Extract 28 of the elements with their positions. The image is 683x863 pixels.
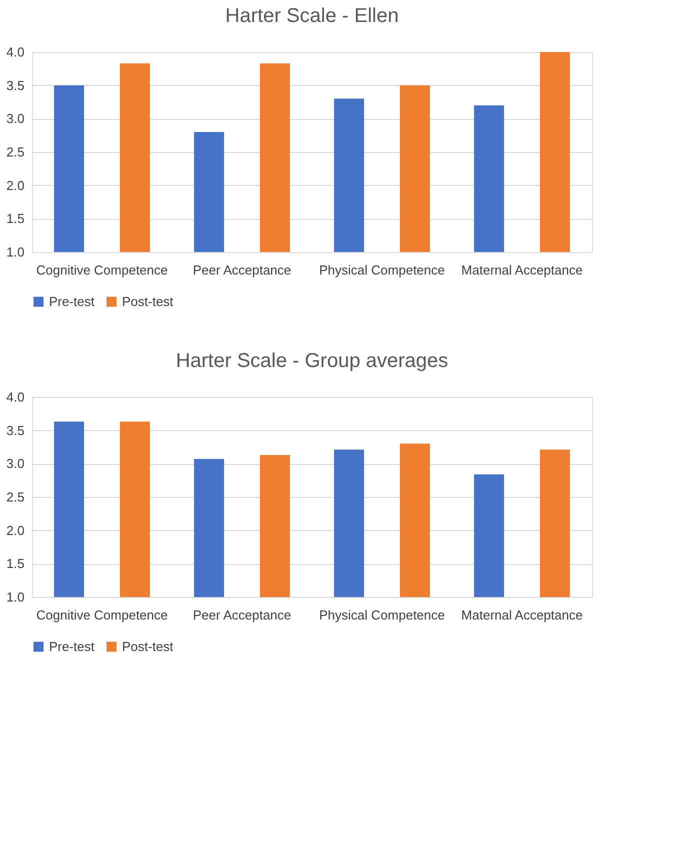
y-tick-label: 4.0 xyxy=(6,390,24,404)
y-tick-label: 3.5 xyxy=(6,78,24,93)
x-tick-label: Peer Acceptance xyxy=(192,262,292,278)
y-tick-label: 4.0 xyxy=(6,44,24,60)
y-tick-label: 1.0 xyxy=(6,590,24,604)
legend-label: Pre-test xyxy=(49,294,95,309)
chart-title: Harter Scale - Ellen xyxy=(225,5,399,27)
y-tick-label: 3.5 xyxy=(6,422,24,438)
x-tick-label: Maternal Acceptance xyxy=(461,608,583,622)
y-tick-label: 2.5 xyxy=(6,144,24,160)
y-tick-label: 3.0 xyxy=(6,111,24,126)
x-tick-label: Physical Competence xyxy=(319,608,445,622)
legend-label: Post-test xyxy=(122,294,174,309)
x-tick-label: Cognitive Competence xyxy=(36,608,168,622)
y-tick-label: 2.0 xyxy=(6,178,24,193)
x-tick-label: Peer Acceptance xyxy=(192,608,292,622)
y-tick-label: 2.0 xyxy=(6,522,24,538)
chart-title: Harter Scale - Group averages xyxy=(176,350,448,372)
legend-label: Post-test xyxy=(122,638,174,654)
y-tick-label: 1.5 xyxy=(6,556,24,572)
y-tick-label: 3.0 xyxy=(6,456,24,472)
legend-label: Pre-test xyxy=(49,638,95,654)
y-tick-label: 2.5 xyxy=(6,490,24,504)
x-tick-label: Cognitive Competence xyxy=(36,262,168,278)
y-tick-label: 1.5 xyxy=(6,211,24,226)
x-tick-label: Physical Competence xyxy=(319,262,445,278)
x-tick-label: Maternal Acceptance xyxy=(461,262,583,278)
y-tick-label: 1.0 xyxy=(6,244,24,260)
